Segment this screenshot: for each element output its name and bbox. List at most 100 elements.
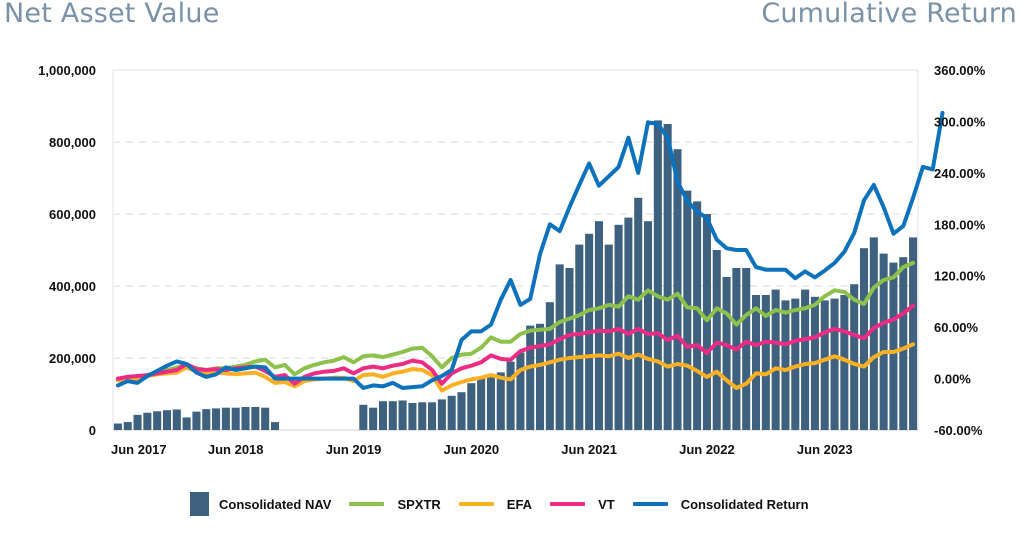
nav-bar	[624, 217, 633, 430]
nav-bar	[270, 422, 280, 430]
legend-item-spxtr[interactable]: SPXTR	[349, 496, 441, 512]
nav-bar	[359, 404, 368, 430]
legend-item-consolidated-return[interactable]: Consolidated Return	[632, 496, 809, 512]
nav-bar	[506, 361, 515, 430]
nav-bar	[644, 221, 653, 430]
nav-bar	[594, 221, 603, 430]
y-left-tick-label: 600,000	[49, 207, 96, 222]
legend-label-spxtr: SPXTR	[397, 496, 441, 512]
line-consolidated-return	[115, 110, 945, 390]
nav-bar	[418, 402, 427, 430]
nav-bar	[143, 412, 152, 430]
nav-bar	[673, 149, 682, 430]
nav-bar	[162, 410, 172, 430]
legend-label-efa: EFA	[506, 496, 533, 512]
chart-title-left: Net Asset Value	[4, 0, 220, 29]
return-lines	[115, 110, 945, 393]
nav-bar	[850, 284, 859, 430]
y-left-tick-label: 1,000,000	[38, 63, 96, 78]
legend-swatch-vt	[550, 502, 586, 506]
y-left-tick-label: 200,000	[49, 351, 96, 366]
y-right-tick-label: 240.00%	[934, 166, 986, 181]
nav-bar	[791, 298, 800, 430]
y-axis-right: -60.00% 0.00% 60.00% 120.00% 180.00% 240.00% 3…	[934, 63, 986, 438]
y-left-tick-label: 400,000	[49, 279, 96, 294]
nav-bar	[781, 300, 790, 430]
x-tick-label: Jun 2019	[326, 442, 382, 457]
y-axis-left: 0 200,000 400,000 600,000 800,000 1,000,000	[38, 63, 96, 438]
legend-item-nav[interactable]: Consolidated NAV	[190, 492, 331, 516]
nav-bar	[133, 414, 142, 430]
y-right-tick-label: 0.00%	[934, 372, 971, 387]
nav-bar	[899, 257, 908, 430]
nav-bar	[457, 392, 466, 430]
nav-bar	[526, 325, 535, 430]
nav-bar	[251, 406, 260, 430]
legend: Consolidated NAV SPXTR EFA VT Consolidat…	[190, 492, 827, 516]
nav-bar	[604, 244, 613, 430]
x-tick-label: Jun 2023	[797, 442, 853, 457]
nav-bar	[565, 268, 574, 430]
x-tick-label: Jun 2018	[208, 442, 264, 457]
nav-bar	[516, 352, 525, 430]
nav-bar	[869, 237, 878, 430]
nav-bar	[545, 302, 554, 430]
y-left-tick-label: 800,000	[49, 135, 96, 150]
y-right-tick-label: 360.00%	[934, 63, 986, 78]
nav-bar	[742, 268, 751, 430]
nav-bar	[477, 377, 486, 430]
y-right-tick-label: 60.00%	[934, 320, 979, 335]
legend-swatch-nav	[190, 492, 209, 516]
nav-bar	[771, 289, 780, 430]
nav-bar	[486, 376, 495, 430]
nav-bar	[212, 408, 221, 430]
legend-item-efa[interactable]: EFA	[458, 496, 533, 512]
nav-bar	[634, 197, 643, 430]
nav-bar	[820, 300, 829, 430]
legend-label-consolidated-return: Consolidated Return	[680, 496, 809, 512]
nav-bar	[153, 411, 162, 430]
nav-bar	[378, 401, 387, 430]
nav-bar	[879, 253, 888, 430]
legend-swatch-efa	[458, 502, 494, 506]
nav-bar	[123, 422, 132, 430]
y-left-tick-label: 0	[89, 423, 96, 438]
nav-bar	[182, 417, 191, 430]
nav-bar	[447, 395, 456, 430]
legend-item-vt[interactable]: VT	[550, 497, 615, 512]
nav-bar	[693, 201, 702, 430]
nav-bar	[241, 406, 250, 430]
nav-bar	[172, 409, 181, 430]
legend-label-vt: VT	[598, 496, 615, 512]
nav-bar	[408, 403, 417, 430]
nav-bar	[261, 407, 270, 430]
nav-bar	[722, 277, 731, 430]
line-efa	[115, 342, 916, 393]
nav-bar	[113, 423, 122, 430]
x-tick-label: Jun 2022	[679, 442, 735, 457]
x-tick-label: Jun 2020	[443, 442, 499, 457]
nav-bar	[388, 401, 397, 430]
nav-bar	[202, 409, 211, 430]
nav-bar	[683, 190, 692, 430]
chart-title-right: Cumulative Return	[761, 0, 1017, 29]
x-tick-label: Jun 2021	[561, 442, 617, 457]
y-right-tick-label: -60.00%	[934, 423, 983, 438]
y-right-tick-label: 180.00%	[934, 217, 986, 232]
x-axis: Jun 2017 Jun 2018 Jun 2019 Jun 2020 Jun 2021…	[111, 442, 853, 457]
nav-bar	[575, 244, 584, 430]
nav-bar	[889, 262, 898, 430]
nav-bar	[398, 400, 407, 430]
x-tick-label: Jun 2017	[111, 442, 167, 457]
y-right-tick-label: 300.00%	[934, 114, 986, 129]
nav-bar	[761, 295, 770, 430]
legend-swatch-spxtr	[349, 502, 385, 506]
nav-bar	[653, 120, 662, 431]
legend-swatch-consolidated-return	[632, 502, 668, 506]
nav-bar	[437, 399, 446, 430]
nav-bar	[751, 295, 761, 430]
y-right-tick-label: 120.00%	[934, 269, 986, 284]
gridlines	[113, 141, 918, 359]
nav-bar	[840, 295, 849, 430]
